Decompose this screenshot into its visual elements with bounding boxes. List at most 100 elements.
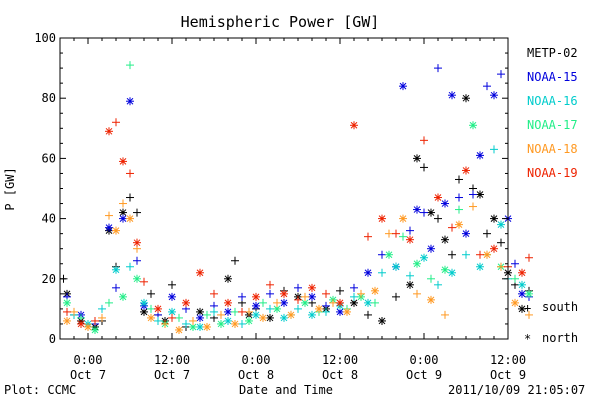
data-point-south bbox=[406, 226, 414, 235]
data-point-north bbox=[287, 310, 295, 319]
data-point-north bbox=[413, 154, 421, 163]
data-point-north bbox=[420, 253, 428, 262]
data-point-north bbox=[182, 298, 190, 307]
data-point-south bbox=[434, 214, 442, 223]
data-point-south bbox=[98, 304, 106, 313]
data-point-south bbox=[133, 208, 141, 217]
data-point-north bbox=[462, 94, 470, 103]
data-point-north bbox=[77, 319, 85, 328]
legend-entry-noaa-15: NOAA-15 bbox=[527, 70, 578, 84]
series-metp-02 bbox=[59, 94, 533, 331]
data-point-north bbox=[364, 298, 372, 307]
data-point-north bbox=[84, 322, 92, 331]
data-point-south bbox=[168, 280, 176, 289]
marker-key-north-label: north bbox=[542, 331, 578, 345]
data-point-south bbox=[420, 136, 428, 145]
data-point-north bbox=[462, 166, 470, 175]
data-point-south bbox=[476, 250, 484, 259]
data-point-south bbox=[427, 274, 435, 283]
data-point-north bbox=[350, 121, 358, 130]
data-point-south bbox=[210, 307, 218, 316]
data-point-south bbox=[301, 292, 309, 301]
data-point-north bbox=[413, 259, 421, 268]
data-point-north bbox=[112, 226, 120, 235]
data-point-south bbox=[105, 298, 113, 307]
data-point-north bbox=[259, 313, 267, 322]
data-point-north bbox=[518, 280, 526, 289]
data-point-north bbox=[476, 151, 484, 160]
data-point-south bbox=[231, 307, 239, 316]
data-point-south bbox=[455, 175, 463, 184]
data-point-north bbox=[119, 292, 127, 301]
data-point-south bbox=[350, 283, 358, 292]
legend-entry-metp-02: METP-02 bbox=[527, 46, 578, 60]
data-point-south bbox=[525, 253, 533, 262]
data-point-north bbox=[448, 91, 456, 100]
plot-timestamp: 2011/10/09 21:05:07 bbox=[448, 383, 585, 397]
data-point-south bbox=[98, 313, 106, 322]
data-point-north bbox=[154, 304, 162, 313]
data-point-south bbox=[266, 280, 274, 289]
data-point-north bbox=[497, 220, 505, 229]
data-point-south bbox=[469, 202, 477, 211]
data-point-south bbox=[455, 193, 463, 202]
data-point-south bbox=[119, 199, 127, 208]
data-point-north bbox=[336, 307, 344, 316]
data-point-north bbox=[441, 265, 449, 274]
data-point-south bbox=[266, 289, 274, 298]
data-point-south bbox=[126, 61, 134, 70]
data-point-north bbox=[231, 319, 239, 328]
data-point-north bbox=[490, 214, 498, 223]
data-point-south bbox=[350, 292, 358, 301]
data-point-north bbox=[427, 208, 435, 217]
legend-entry-noaa-16: NOAA-16 bbox=[527, 94, 578, 108]
data-point-north bbox=[175, 325, 183, 334]
data-point-north bbox=[147, 313, 155, 322]
data-point-north bbox=[399, 214, 407, 223]
data-point-north bbox=[385, 250, 393, 259]
data-point-north bbox=[63, 316, 71, 325]
data-point-north bbox=[112, 265, 120, 274]
data-point-south bbox=[385, 229, 393, 238]
data-point-north bbox=[399, 82, 407, 91]
data-point-south bbox=[364, 232, 372, 241]
data-point-south bbox=[322, 307, 330, 316]
data-point-south bbox=[112, 283, 120, 292]
data-point-south bbox=[112, 118, 120, 127]
data-point-north bbox=[196, 313, 204, 322]
data-point-north bbox=[196, 268, 204, 277]
data-point-north bbox=[413, 205, 421, 214]
data-point-north bbox=[280, 298, 288, 307]
data-point-south bbox=[483, 82, 491, 91]
data-point-south bbox=[322, 289, 330, 298]
data-point-south bbox=[364, 310, 372, 319]
data-point-south bbox=[497, 70, 505, 79]
data-point-north bbox=[196, 322, 204, 331]
data-point-south bbox=[238, 292, 246, 301]
legend-entry-noaa-19: NOAA-19 bbox=[527, 166, 578, 180]
data-point-north bbox=[273, 304, 281, 313]
data-point-south bbox=[420, 163, 428, 172]
data-point-north bbox=[252, 292, 260, 301]
y-axis: 0 20 40 60 80 100 bbox=[34, 31, 508, 346]
data-point-south bbox=[455, 205, 463, 214]
data-point-south bbox=[70, 307, 78, 316]
data-point-north bbox=[140, 307, 148, 316]
marker-key-north-symbol: * bbox=[524, 332, 531, 346]
y-tick-label: 40 bbox=[42, 212, 56, 226]
data-point-south bbox=[294, 295, 302, 304]
data-point-south bbox=[483, 229, 491, 238]
data-point-south bbox=[203, 310, 211, 319]
data-point-south bbox=[420, 208, 428, 217]
data-point-south bbox=[434, 280, 442, 289]
data-points bbox=[59, 61, 533, 334]
data-point-south bbox=[511, 274, 519, 283]
data-point-south bbox=[371, 298, 379, 307]
data-point-south bbox=[273, 298, 281, 307]
data-point-north bbox=[315, 304, 323, 313]
y-tick-label: 80 bbox=[42, 91, 56, 105]
data-point-south bbox=[238, 319, 246, 328]
series-noaa-17 bbox=[63, 61, 533, 334]
